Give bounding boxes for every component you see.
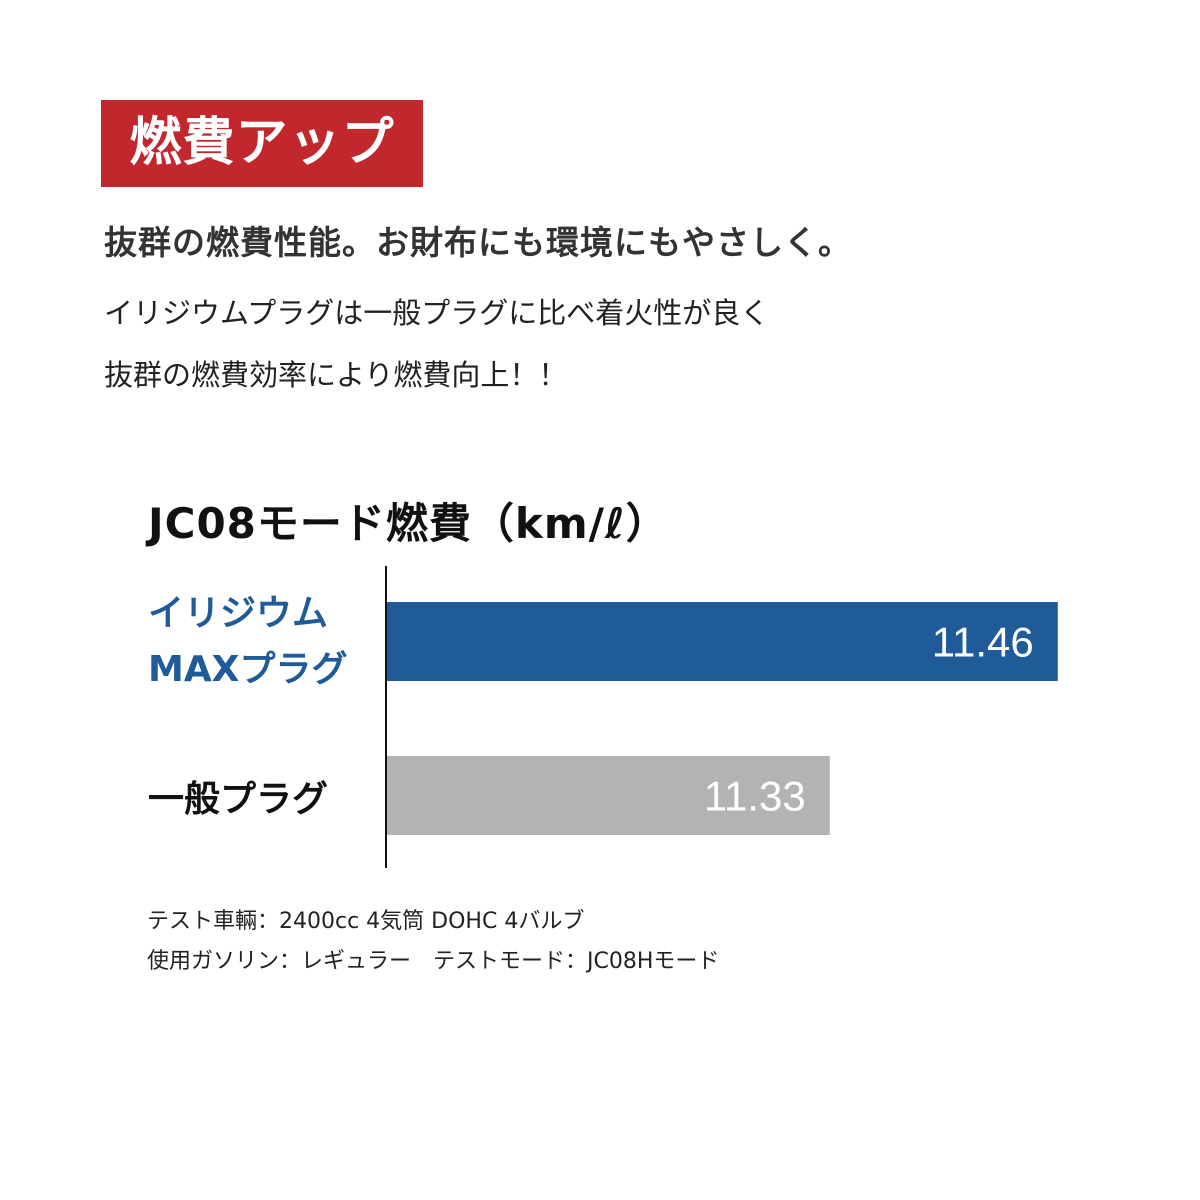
- note-line-1: テスト車輛：2400cc 4気筒 DOHC 4バルブ: [147, 909, 585, 934]
- body-line-1: イリジウムプラグは一般プラグに比べ着火性が良く: [104, 296, 770, 330]
- body-line-2: 抜群の燃費効率により燃費向上！！: [104, 358, 568, 392]
- headline: 抜群の燃費性能。お財布にも環境にもやさしく。: [104, 223, 852, 262]
- badge-label: 燃費アップ: [101, 100, 423, 187]
- note-line-2: 使用ガソリン：レギュラー テストモード：JC08Hモード: [147, 949, 720, 974]
- category-label-line: 一般プラグ: [148, 779, 329, 820]
- category-label-line: イリジウム: [148, 593, 329, 634]
- data-label-2: 11.33: [704, 773, 806, 820]
- category-label-line: MAXプラグ: [148, 649, 348, 690]
- category-label-iridium: イリジウム MAXプラグ: [148, 586, 347, 698]
- bar-1: [386, 602, 1058, 681]
- chart-title: JC08モード燃費（km/ℓ）: [148, 499, 669, 548]
- category-label-general: 一般プラグ: [148, 772, 328, 828]
- bar-2: [386, 756, 830, 835]
- data-label-1: 11.46: [932, 619, 1034, 666]
